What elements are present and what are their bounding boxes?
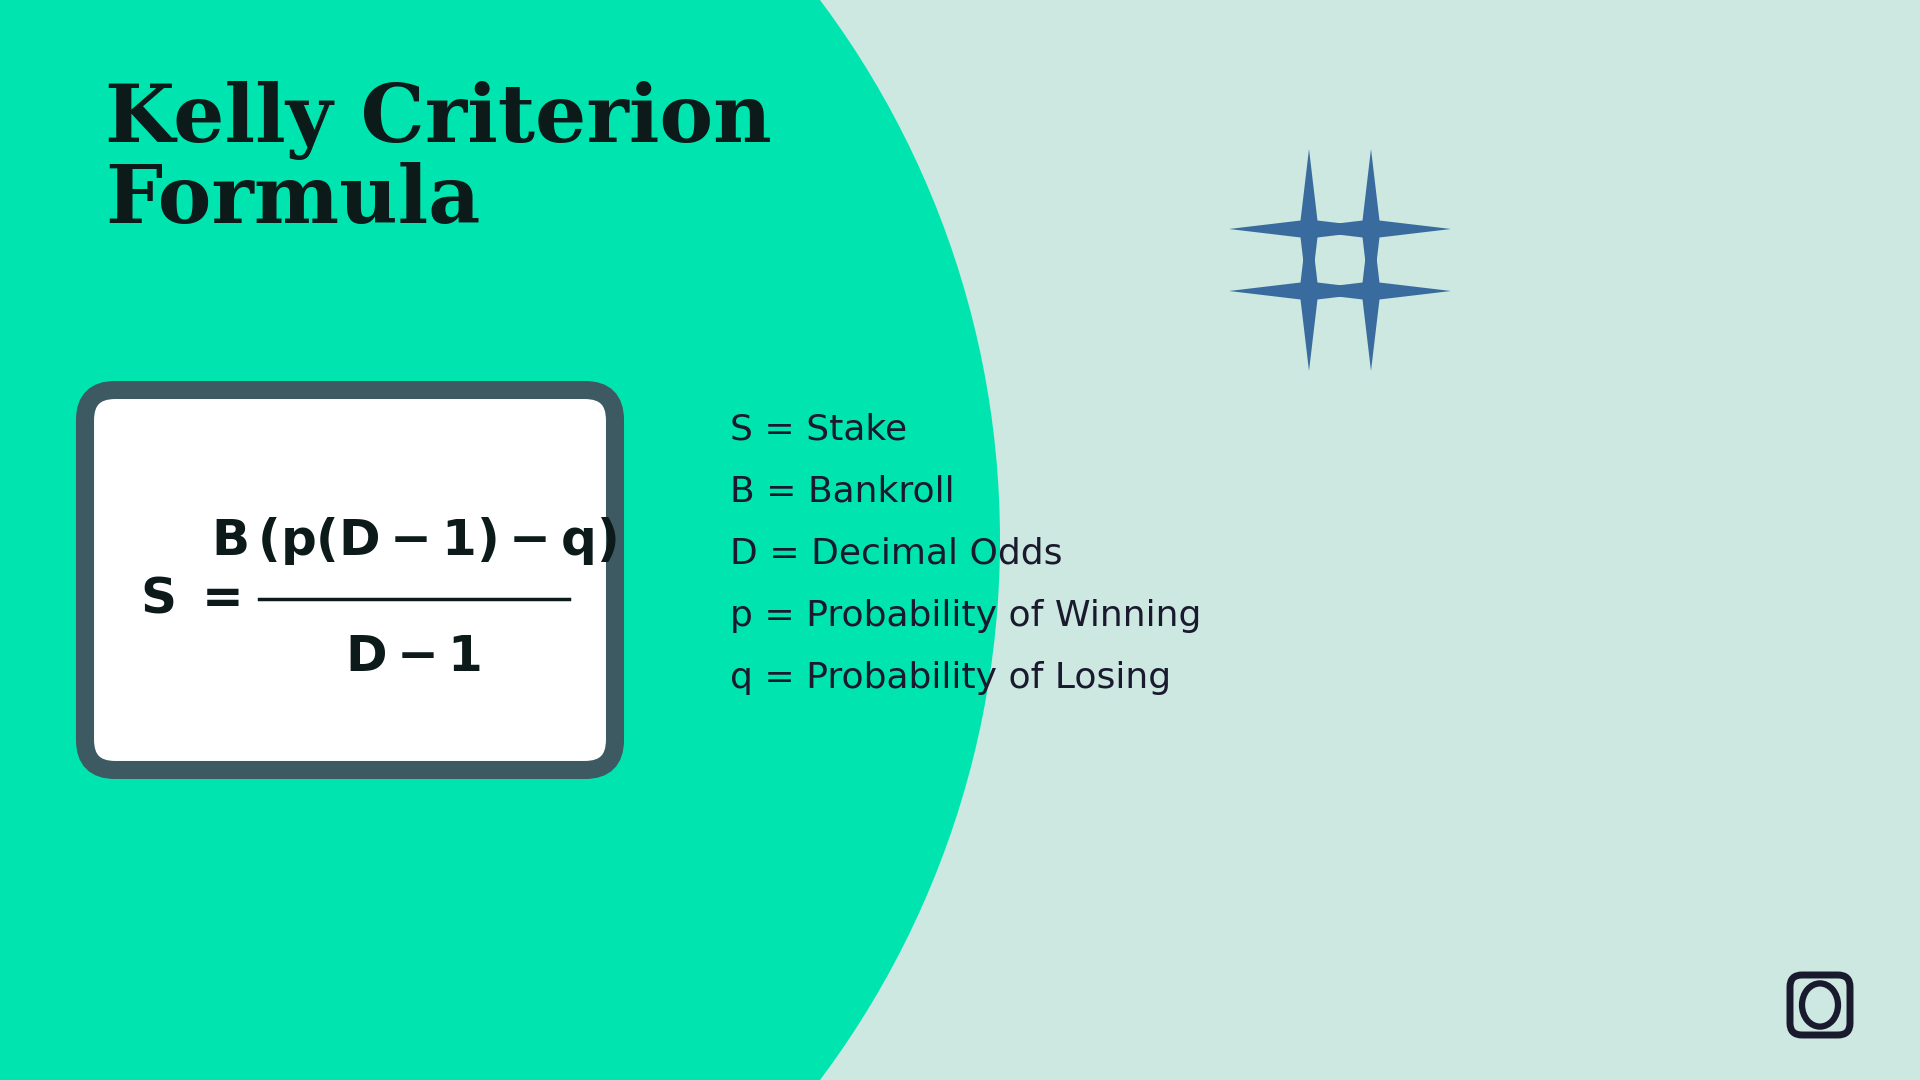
Polygon shape xyxy=(1229,149,1388,309)
Text: q = Probability of Losing: q = Probability of Losing xyxy=(730,661,1171,696)
Polygon shape xyxy=(1290,149,1452,309)
Text: S = Stake: S = Stake xyxy=(730,413,906,447)
Text: Kelly Criterion: Kelly Criterion xyxy=(106,81,772,160)
Circle shape xyxy=(0,0,1000,1080)
Text: $\mathbf{B\,(p(D - 1) - q)}$: $\mathbf{B\,(p(D - 1) - q)}$ xyxy=(211,515,616,567)
Text: p = Probability of Winning: p = Probability of Winning xyxy=(730,599,1202,633)
Polygon shape xyxy=(1290,211,1452,372)
Text: D = Decimal Odds: D = Decimal Odds xyxy=(730,537,1062,571)
FancyBboxPatch shape xyxy=(84,390,614,770)
Polygon shape xyxy=(1229,211,1388,372)
Text: $\mathbf{D - 1}$: $\mathbf{D - 1}$ xyxy=(346,632,482,681)
Text: Formula: Formula xyxy=(106,162,480,240)
FancyBboxPatch shape xyxy=(0,0,760,1080)
Text: $\mathbf{S\ =}$: $\mathbf{S\ =}$ xyxy=(140,575,240,624)
Text: B = Bankroll: B = Bankroll xyxy=(730,475,954,509)
